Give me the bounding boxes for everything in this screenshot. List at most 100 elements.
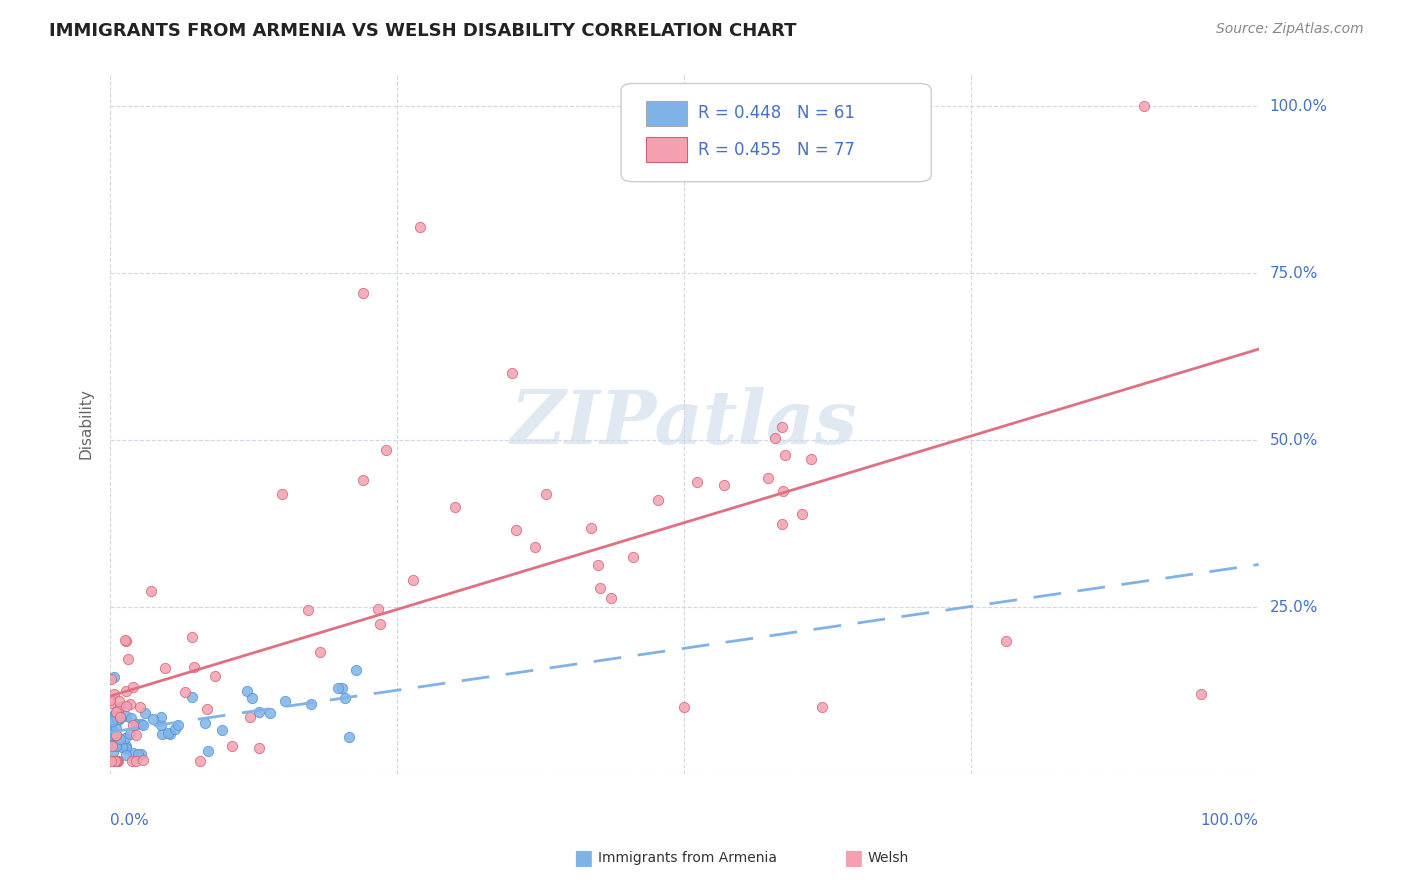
Point: [197, 701, 219, 715]
Point: [114, 632, 136, 647]
Text: Welsh: Welsh: [868, 851, 908, 865]
Point: [586, 558, 609, 572]
Text: Immigrants from Armenia: Immigrants from Armenia: [598, 851, 776, 865]
Point: [114, 739, 136, 753]
Point: [242, 690, 264, 705]
Point: [114, 709, 136, 723]
Point: [115, 698, 138, 713]
Point: [108, 732, 131, 747]
Point: [352, 286, 374, 301]
Point: [274, 693, 297, 707]
FancyBboxPatch shape: [647, 137, 686, 162]
Point: [127, 747, 149, 761]
Point: [129, 747, 152, 761]
Point: [505, 523, 527, 537]
Point: [1132, 99, 1154, 113]
Point: [159, 727, 181, 741]
Point: [235, 683, 257, 698]
Point: [647, 493, 669, 508]
Point: [523, 541, 546, 555]
Point: [337, 730, 360, 744]
Point: [297, 603, 319, 617]
Point: [104, 754, 127, 768]
Point: [101, 724, 124, 739]
Point: [104, 728, 127, 742]
FancyBboxPatch shape: [621, 84, 931, 182]
Point: [98, 693, 121, 707]
Point: [114, 633, 136, 648]
Point: [121, 754, 143, 768]
Point: [142, 712, 165, 726]
Point: [115, 684, 138, 698]
Point: [153, 661, 176, 675]
Point: [105, 739, 128, 753]
Point: [100, 712, 122, 726]
Point: [100, 717, 122, 731]
Point: [167, 718, 190, 732]
Point: [330, 681, 353, 696]
Point: [204, 669, 226, 683]
Text: 25.0%: 25.0%: [1270, 599, 1317, 615]
FancyBboxPatch shape: [647, 101, 686, 126]
Point: [105, 706, 128, 720]
Point: [111, 739, 134, 754]
Point: [174, 685, 197, 699]
Point: [103, 670, 125, 684]
Point: [368, 617, 391, 632]
Point: [122, 680, 145, 694]
Point: [100, 696, 122, 710]
Point: [103, 733, 125, 747]
Point: [367, 601, 389, 615]
Text: R = 0.448   N = 61: R = 0.448 N = 61: [697, 104, 855, 122]
Point: [773, 448, 796, 462]
Point: [104, 721, 127, 735]
Point: [333, 690, 356, 705]
Point: [811, 700, 834, 714]
Y-axis label: Disability: Disability: [79, 388, 93, 459]
Point: [402, 573, 425, 587]
Point: [713, 478, 735, 492]
Point: [150, 727, 173, 741]
Point: [579, 521, 602, 535]
Point: [247, 706, 270, 720]
Text: 75.0%: 75.0%: [1270, 266, 1317, 281]
Point: [107, 712, 129, 726]
Point: [308, 645, 330, 659]
Point: [183, 660, 205, 674]
Point: [122, 717, 145, 731]
Point: [180, 631, 202, 645]
Point: [105, 728, 128, 742]
Point: [756, 471, 779, 485]
Point: [193, 715, 215, 730]
Point: [104, 709, 127, 723]
Point: [328, 681, 350, 696]
Point: [247, 741, 270, 756]
Point: [98, 731, 121, 745]
Point: [686, 475, 709, 489]
Text: 100.0%: 100.0%: [1270, 99, 1327, 114]
Point: [344, 663, 367, 677]
Point: [115, 747, 138, 762]
Point: [101, 728, 124, 742]
Text: ■: ■: [844, 848, 863, 868]
Point: [536, 486, 558, 500]
Text: ■: ■: [574, 848, 593, 868]
Point: [188, 754, 211, 768]
Point: [156, 726, 179, 740]
Point: [105, 706, 128, 721]
Point: [111, 740, 134, 755]
Point: [124, 754, 146, 768]
Point: [105, 754, 128, 768]
Point: [100, 754, 122, 768]
Point: [134, 706, 156, 720]
Point: [132, 753, 155, 767]
Point: [621, 550, 644, 565]
Point: [103, 687, 125, 701]
Point: [115, 741, 138, 756]
Text: 50.0%: 50.0%: [1270, 433, 1317, 448]
Text: 100.0%: 100.0%: [1201, 813, 1258, 828]
Point: [150, 717, 173, 731]
Point: [772, 483, 794, 498]
Point: [239, 710, 262, 724]
Text: 0.0%: 0.0%: [110, 813, 149, 828]
